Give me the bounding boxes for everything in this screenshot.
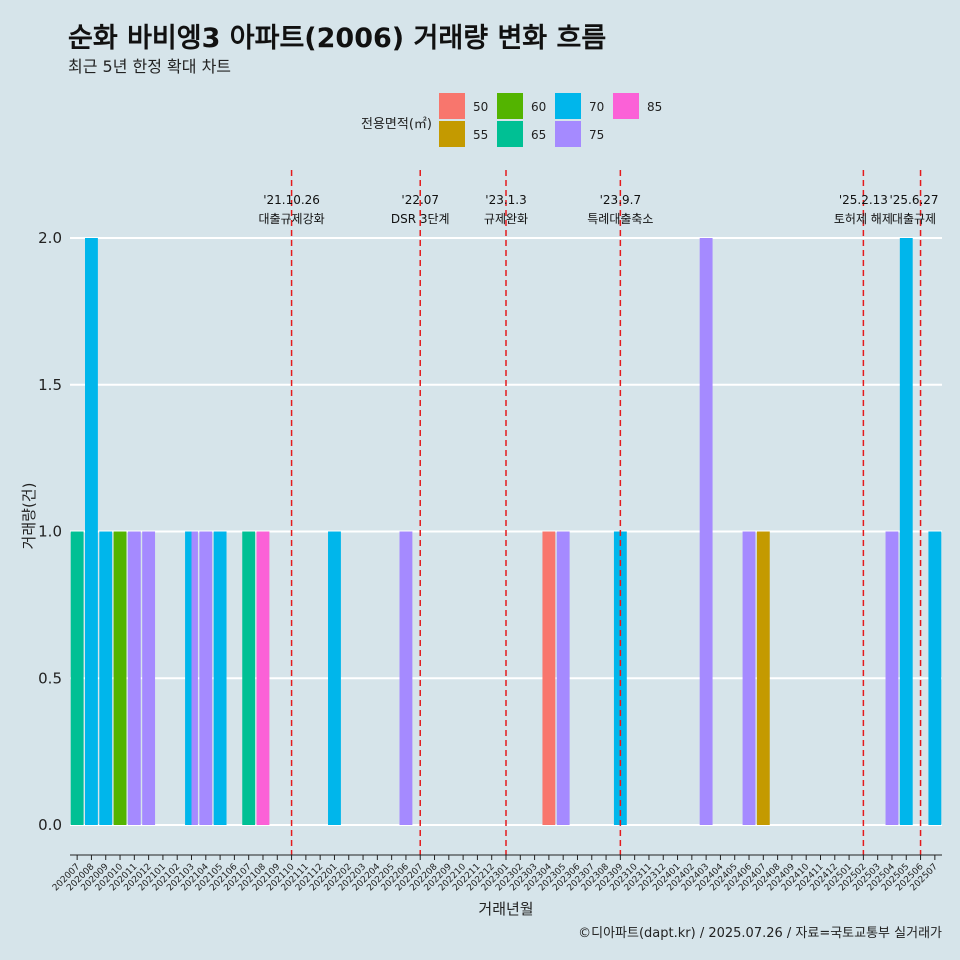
legend-swatch-75 (555, 121, 581, 147)
x-axis: 2020072020082020092020102020112020122021… (51, 854, 942, 893)
event-date-label: '25.2.13 (839, 193, 888, 207)
bars (70, 238, 942, 825)
legend-swatch-50 (439, 93, 465, 119)
bar-202010-60 (113, 531, 127, 825)
bar-202504-75 (885, 531, 899, 825)
legend: 전용면적(㎡) 50 55 60 65 70 75 85 (361, 93, 662, 147)
event-date-label: '23.1.3 (485, 193, 526, 207)
bar-202407-55 (756, 531, 770, 825)
legend-label-50: 50 (473, 100, 488, 114)
bar-202406-75 (742, 531, 756, 825)
event-date-label: '22.07 (401, 193, 439, 207)
bar-202309-70 (613, 531, 627, 825)
event-date-label: '21.10.26 (263, 193, 320, 207)
bar-202201-70 (328, 531, 341, 825)
legend-label-65: 65 (531, 128, 546, 142)
legend-swatch-70 (555, 93, 581, 119)
bar-202305-75 (556, 531, 570, 825)
legend-swatch-65 (497, 121, 523, 147)
bar-202107-65 (242, 531, 256, 825)
event-name-label: 대출규제 (892, 212, 936, 226)
bar-202505-70 (899, 238, 913, 825)
event-markers: '21.10.26 대출규제강화 '22.07 DSR 3단계 '23.1.3 규제완화 '… (258, 170, 939, 855)
y-tick-label: 1.0 (38, 523, 62, 541)
y-tick-label: 0.0 (38, 816, 62, 834)
bar-202103-75 (191, 531, 198, 825)
bar-202108-85 (256, 531, 270, 825)
y-tick-label: 1.5 (38, 376, 62, 394)
y-tick-label: 2.0 (38, 229, 62, 247)
legend-label-75: 75 (589, 128, 604, 142)
bar-202008-70 (85, 238, 98, 825)
legend-label-55: 55 (473, 128, 488, 142)
bar-202011-75 (127, 531, 141, 825)
y-tick-label: 0.5 (38, 669, 62, 687)
bar-202105-70 (213, 531, 227, 825)
event-name-label: 규제완화 (484, 212, 528, 226)
bar-202009-70 (99, 531, 113, 825)
x-axis-title: 거래년월 (478, 900, 533, 918)
legend-label-70: 70 (589, 100, 604, 114)
bar-202007-65 (70, 531, 84, 825)
event-name-label: 특례대출축소 (587, 212, 653, 226)
bar-202206-75 (399, 531, 413, 825)
page-subtitle: 최근 5년 한정 확대 차트 (68, 57, 232, 76)
legend-swatch-85 (613, 93, 639, 119)
bar-202403-75 (699, 238, 713, 825)
event-date-label: '23.9.7 (600, 193, 641, 207)
legend-swatch-55 (439, 121, 465, 147)
event-name-label: DSR 3단계 (391, 212, 450, 226)
event-name-label: 토허제 해제 (834, 212, 893, 226)
legend-swatch-60 (497, 93, 523, 119)
bar-202103-70 (185, 531, 192, 825)
bar-202012-75 (142, 531, 156, 825)
event-name-label: 대출규제강화 (258, 212, 324, 226)
y-axis: 0.0 0.5 1.0 1.5 2.0 (38, 229, 62, 834)
y-axis-title: 거래량(건) (20, 483, 38, 550)
legend-title: 전용면적(㎡) (361, 117, 432, 132)
page-title: 순화 바비엥3 아파트(2006) 거래량 변화 흐름 (68, 23, 607, 54)
legend-label-85: 85 (647, 100, 662, 114)
bar-202507-70 (928, 531, 942, 825)
event-date-label: '25.6.27 (889, 193, 938, 207)
bar-202104-75 (199, 531, 213, 825)
bar-202304-50 (542, 531, 556, 825)
legend-label-60: 60 (531, 100, 546, 114)
source-caption: ©디아파트(dapt.kr) / 2025.07.26 / 자료=국토교통부 실… (578, 926, 942, 941)
